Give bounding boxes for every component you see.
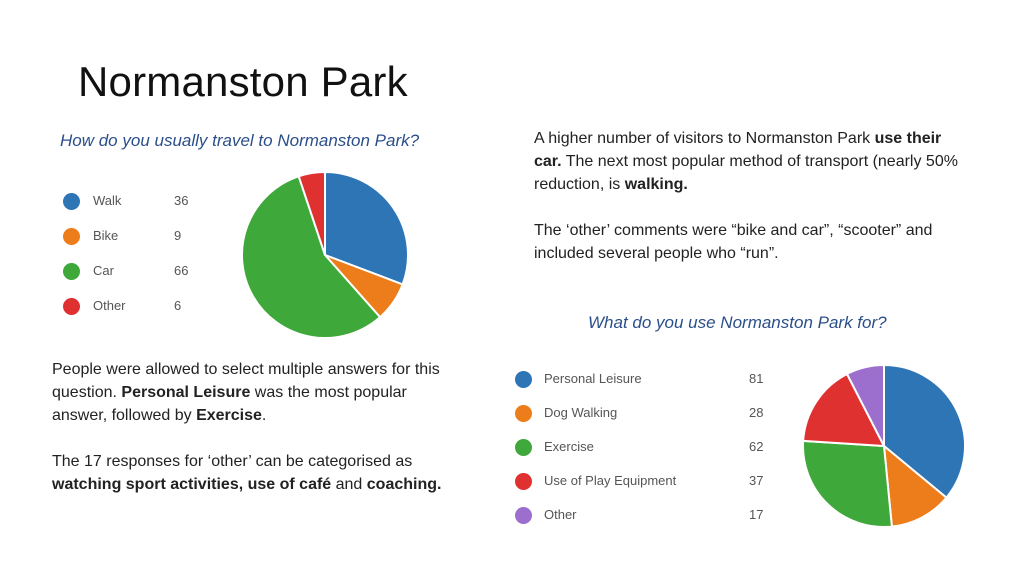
pie-slice-exercise <box>802 439 893 528</box>
legend-label: Car <box>93 263 114 278</box>
legend-item: Personal Leisure 81 <box>515 370 775 390</box>
legend-item: Walk 36 <box>63 192 323 212</box>
legend-value: 62 <box>749 439 764 454</box>
legend-label: Other <box>93 298 126 313</box>
legend-value: 28 <box>749 405 764 420</box>
legend-swatch <box>515 473 532 490</box>
text-run: People were allowed to select multiple a… <box>52 361 440 401</box>
pie-slice-other <box>297 170 326 256</box>
legend-label: Dog Walking <box>544 405 618 420</box>
pie-slice-car <box>241 175 382 339</box>
legend-value: 37 <box>749 473 764 488</box>
text-run-bold: watching sport activities, use of café <box>52 476 332 493</box>
chart-2-title: What do you use Normanston Park for? <box>588 313 887 332</box>
text-run-bold: use their car. <box>534 130 942 170</box>
text-run: The 17 responses for ‘other’ can be cate… <box>52 453 413 470</box>
chart-1-title: How do you usually travel to Normanston … <box>60 131 420 150</box>
legend-label: Personal Leisure <box>544 371 642 386</box>
usage-summary-paragraph-2: The 17 responses for ‘other’ can be cate… <box>52 450 462 496</box>
text-run: The next most popular method of transpor… <box>534 153 958 193</box>
legend-item: Other 6 <box>63 297 323 317</box>
legend-swatch <box>515 507 532 524</box>
legend-swatch <box>515 371 532 388</box>
usage-summary-text: People were allowed to select multiple a… <box>52 358 462 496</box>
legend-item: Other 17 <box>515 506 775 526</box>
travel-summary-paragraph-1: A higher number of visitors to Normansto… <box>534 127 964 196</box>
legend-value: 6 <box>174 298 182 313</box>
usage-summary-paragraph-1: People were allowed to select multiple a… <box>52 358 462 427</box>
legend-value: 36 <box>174 193 189 208</box>
text-run-bold: coaching. <box>366 476 442 493</box>
text-run-bold: Exercise <box>196 407 262 424</box>
pie-chart-travel <box>241 170 409 339</box>
legend-label: Bike <box>93 228 119 243</box>
legend-swatch <box>63 228 80 245</box>
text-run: A higher number of visitors to Normansto… <box>534 130 875 147</box>
legend-value: 81 <box>749 371 764 386</box>
travel-summary-paragraph-2: The ‘other’ comments were “bike and car”… <box>534 222 933 262</box>
legend-swatch <box>515 439 532 456</box>
legend-value: 9 <box>174 228 182 243</box>
legend-label: Other <box>544 507 577 522</box>
travel-summary-text: A higher number of visitors to Normansto… <box>534 127 964 265</box>
legend-swatch <box>515 405 532 422</box>
text-run-bold: Personal Leisure <box>121 384 251 401</box>
legend-item: Dog Walking 28 <box>515 404 775 424</box>
slide-title: Normanston Park <box>78 58 408 105</box>
legend-item: Car 66 <box>63 262 323 282</box>
text-run: and <box>331 476 367 493</box>
text-run-bold: walking. <box>624 176 688 193</box>
legend-value: 17 <box>749 507 764 522</box>
text-run: . <box>261 407 267 424</box>
legend-label: Walk <box>93 193 122 208</box>
legend-swatch <box>63 193 80 210</box>
text-run: was the most popular answer, followed by <box>52 384 407 424</box>
pie-slice-use-of-play-equipment <box>802 372 886 448</box>
legend-swatch <box>63 263 80 280</box>
pie-slice-personal-leisure <box>883 363 966 500</box>
pie-slice-other <box>845 363 885 447</box>
pie-slice-dog-walking <box>882 443 948 528</box>
legend-label: Exercise <box>544 439 594 454</box>
legend-item: Use of Play Equipment 37 <box>515 472 775 492</box>
pie-slice-walk <box>324 170 409 286</box>
legend-value: 66 <box>174 263 189 278</box>
pie-chart-usage <box>802 363 966 528</box>
legend-item: Exercise 62 <box>515 438 775 458</box>
legend-swatch <box>63 298 80 315</box>
legend-item: Bike 9 <box>63 227 323 247</box>
legend-label: Use of Play Equipment <box>544 473 677 488</box>
